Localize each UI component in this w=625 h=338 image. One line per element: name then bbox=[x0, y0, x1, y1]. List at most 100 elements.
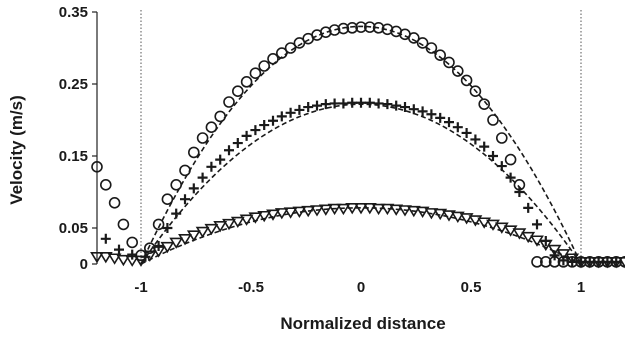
circle-point bbox=[161, 193, 174, 205]
plus-point bbox=[356, 97, 366, 108]
triangle-point bbox=[362, 203, 377, 215]
triangle-point bbox=[459, 213, 474, 225]
plus-point bbox=[347, 97, 358, 108]
triangle-point bbox=[424, 208, 439, 220]
circle-point bbox=[91, 161, 103, 173]
x-tick-label: -0.5 bbox=[238, 279, 264, 296]
triangle-point bbox=[125, 255, 140, 267]
plus-point bbox=[496, 161, 507, 172]
triangle-point bbox=[574, 257, 588, 269]
triangle-point bbox=[310, 205, 324, 217]
plus-point bbox=[153, 241, 164, 251]
plus-point bbox=[285, 107, 296, 118]
plus-point bbox=[294, 104, 305, 115]
plus-point bbox=[408, 104, 419, 115]
circle-point bbox=[355, 21, 367, 33]
triangle-point bbox=[90, 252, 104, 264]
x-tick-label: 0.5 bbox=[461, 279, 482, 296]
plot-area: 0 0.05 0.15 0.25 0.35 -1 -0.5 0 0.5 1 bbox=[59, 4, 625, 296]
circle-point bbox=[416, 37, 429, 49]
plus-point bbox=[523, 202, 534, 213]
y-tick-label: 0.15 bbox=[59, 148, 88, 165]
circle-point bbox=[539, 256, 552, 268]
triangle-point bbox=[521, 231, 536, 244]
fit-curve bbox=[140, 25, 582, 265]
plus-point bbox=[400, 102, 410, 113]
plus-point bbox=[206, 161, 217, 172]
plus-point bbox=[276, 111, 287, 122]
triangle-point bbox=[371, 203, 386, 216]
y-tick-label: 0.35 bbox=[59, 4, 88, 21]
triangle-point bbox=[169, 237, 184, 249]
circle-point bbox=[205, 121, 218, 133]
circle-point bbox=[196, 132, 209, 144]
y-tick-label: 0.05 bbox=[59, 220, 88, 237]
fit-curve bbox=[140, 206, 582, 265]
triangle-point bbox=[582, 257, 597, 269]
triangle-point bbox=[213, 221, 228, 233]
plus-point bbox=[268, 115, 278, 126]
circle-point bbox=[179, 164, 191, 177]
triangle-point bbox=[494, 222, 509, 234]
triangle-point bbox=[398, 205, 412, 217]
triangle-point bbox=[142, 250, 157, 262]
x-tick-label: 1 bbox=[577, 279, 585, 296]
triangle-point bbox=[503, 225, 518, 237]
triangle-point bbox=[230, 216, 245, 229]
plus-point bbox=[479, 141, 490, 152]
triangle-point bbox=[222, 218, 236, 231]
plus-point bbox=[180, 194, 190, 205]
circle-point bbox=[108, 197, 121, 209]
triangle-point bbox=[239, 214, 254, 226]
circle-point bbox=[478, 98, 491, 110]
triangle-point bbox=[345, 203, 360, 215]
circle-point bbox=[337, 22, 350, 35]
plus-point bbox=[461, 127, 472, 138]
triangle-point bbox=[283, 207, 298, 219]
circle-point bbox=[188, 146, 200, 159]
triangle-point bbox=[186, 230, 201, 242]
plus-point bbox=[426, 109, 437, 120]
circle-point bbox=[126, 236, 138, 249]
plus-point bbox=[338, 98, 349, 109]
triangle-point bbox=[565, 253, 580, 265]
plus-point bbox=[312, 100, 322, 111]
plus-point bbox=[452, 122, 463, 133]
triangle-point bbox=[512, 228, 527, 240]
circle-point bbox=[363, 21, 376, 33]
circle-point bbox=[117, 218, 130, 231]
triangle-point bbox=[107, 253, 122, 265]
triangle-point bbox=[257, 210, 272, 223]
circle-point bbox=[451, 65, 464, 77]
circle-point bbox=[346, 22, 359, 34]
triangle-point bbox=[450, 211, 465, 224]
plus-point bbox=[303, 102, 314, 113]
circle-point bbox=[469, 85, 482, 97]
plus-point bbox=[373, 98, 384, 109]
plus-point bbox=[382, 99, 393, 110]
circle-point bbox=[328, 24, 341, 36]
plus-point bbox=[259, 120, 270, 131]
circle-point bbox=[232, 85, 244, 97]
triangle-point bbox=[98, 252, 113, 264]
triangle-point bbox=[591, 257, 606, 269]
circle-point bbox=[504, 153, 517, 166]
circle-point bbox=[249, 67, 262, 79]
triangle-point bbox=[318, 204, 333, 216]
circle-point bbox=[425, 42, 438, 54]
circle-point bbox=[460, 74, 473, 87]
triangle-point bbox=[380, 203, 395, 216]
triangle-point bbox=[327, 203, 342, 216]
plus-point bbox=[162, 223, 173, 233]
triangle-point bbox=[266, 209, 280, 221]
circle-point bbox=[267, 52, 279, 65]
triangle-point bbox=[178, 234, 192, 246]
plus-point bbox=[224, 145, 234, 156]
plus-point bbox=[417, 106, 428, 117]
circle-point bbox=[214, 110, 226, 123]
triangle-point bbox=[406, 205, 421, 218]
triangle-point bbox=[442, 210, 456, 222]
plus-point bbox=[505, 172, 516, 183]
circle-point bbox=[443, 56, 455, 69]
plus-point bbox=[197, 172, 208, 183]
